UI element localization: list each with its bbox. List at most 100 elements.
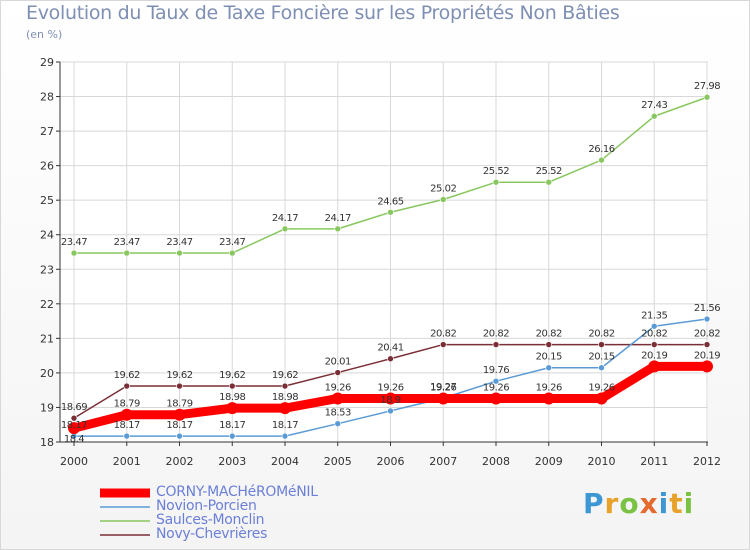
data-label-saulces-monclin: 23.47 bbox=[166, 237, 192, 248]
data-label-corny-mach-rom-nil: 18.79 bbox=[166, 399, 192, 410]
y-tick-label: 19 bbox=[40, 401, 54, 414]
data-point-novion-porcien bbox=[492, 377, 500, 385]
data-label-novy-chevri-res: 20.82 bbox=[641, 329, 667, 340]
data-label-novion-porcien: 19.27 bbox=[430, 382, 456, 393]
legend-swatch-saulces bbox=[100, 520, 150, 522]
data-point-novy-chevri-res bbox=[228, 382, 236, 390]
data-point-corny-mach-rom-nil bbox=[279, 402, 291, 415]
y-tick-label: 27 bbox=[40, 125, 54, 138]
data-label-corny-mach-rom-nil: 18.4 bbox=[64, 434, 84, 445]
x-tick-label: 2004 bbox=[271, 455, 299, 468]
y-tick-label: 20 bbox=[40, 367, 54, 380]
data-label-corny-mach-rom-nil: 20.19 bbox=[694, 350, 720, 361]
legend-label-saulces: Saulces-Monclin bbox=[156, 512, 265, 528]
data-point-corny-mach-rom-nil bbox=[226, 402, 239, 415]
y-tick-label: 29 bbox=[40, 56, 54, 69]
legend-label-novy: Novy-Chevrières bbox=[156, 526, 268, 542]
y-tick-label: 24 bbox=[40, 229, 54, 242]
data-point-novy-chevri-res bbox=[176, 382, 183, 390]
data-label-saulces-monclin: 24.17 bbox=[325, 213, 351, 224]
y-tick-label: 23 bbox=[40, 263, 54, 276]
data-label-novion-porcien: 20.15 bbox=[588, 352, 614, 363]
data-label-novy-chevri-res: 18.69 bbox=[61, 402, 87, 413]
proxiti-logo: Proxiti bbox=[583, 487, 695, 520]
data-label-novy-chevri-res: 19.62 bbox=[219, 370, 245, 381]
data-point-novy-chevri-res bbox=[281, 382, 289, 390]
data-label-corny-mach-rom-nil: 18.98 bbox=[272, 392, 298, 403]
data-point-novy-chevri-res bbox=[650, 341, 658, 348]
data-label-novy-chevri-res: 20.82 bbox=[694, 329, 720, 340]
x-tick-label: 2011 bbox=[640, 455, 668, 468]
data-label-corny-mach-rom-nil: 19.26 bbox=[588, 382, 614, 393]
data-point-saulces-monclin bbox=[123, 249, 131, 257]
data-point-novion-porcien bbox=[228, 432, 236, 440]
y-tick-label: 28 bbox=[40, 91, 54, 104]
data-point-saulces-monclin bbox=[439, 196, 447, 203]
data-point-novy-chevri-res bbox=[492, 341, 500, 348]
data-label-novy-chevri-res: 20.82 bbox=[536, 329, 562, 340]
chart-subtitle: (en %) bbox=[26, 28, 63, 41]
data-point-novy-chevri-res bbox=[334, 369, 342, 376]
data-point-corny-mach-rom-nil bbox=[490, 392, 502, 405]
legend-swatch-novy bbox=[100, 534, 150, 536]
data-point-corny-mach-rom-nil bbox=[173, 408, 186, 421]
y-tick-label: 26 bbox=[40, 160, 54, 173]
data-point-novy-chevri-res bbox=[703, 341, 711, 348]
data-point-novion-porcien bbox=[387, 407, 394, 415]
data-point-novy-chevri-res bbox=[598, 341, 605, 348]
data-label-corny-mach-rom-nil: 20.19 bbox=[641, 350, 667, 361]
data-point-saulces-monclin bbox=[650, 112, 658, 120]
data-label-saulces-monclin: 26.16 bbox=[588, 144, 614, 155]
data-point-saulces-monclin bbox=[334, 225, 342, 233]
data-point-novion-porcien bbox=[176, 432, 183, 440]
data-point-corny-mach-rom-nil bbox=[542, 392, 555, 405]
chart-title: Evolution du Taux de Taxe Foncière sur l… bbox=[26, 2, 620, 24]
data-point-novion-porcien bbox=[545, 364, 553, 372]
data-label-corny-mach-rom-nil: 19.26 bbox=[377, 382, 403, 393]
data-point-corny-mach-rom-nil bbox=[120, 408, 133, 421]
x-tick-label: 2003 bbox=[218, 455, 246, 468]
y-tick-label: 21 bbox=[40, 332, 54, 345]
data-label-corny-mach-rom-nil: 19.26 bbox=[430, 382, 456, 393]
data-label-novy-chevri-res: 20.01 bbox=[325, 357, 351, 368]
legend-label-novion: Novion-Porcien bbox=[156, 498, 257, 514]
data-point-novy-chevri-res bbox=[387, 355, 394, 363]
data-label-saulces-monclin: 25.02 bbox=[430, 183, 456, 194]
data-label-saulces-monclin: 24.17 bbox=[272, 213, 298, 224]
data-point-novion-porcien bbox=[650, 322, 658, 330]
data-point-saulces-monclin bbox=[598, 156, 605, 164]
data-label-novy-chevri-res: 19.62 bbox=[114, 370, 140, 381]
data-label-novion-porcien: 18.17 bbox=[272, 420, 298, 431]
data-label-novy-chevri-res: 20.41 bbox=[377, 343, 403, 354]
data-point-novy-chevri-res bbox=[545, 341, 553, 348]
data-point-novion-porcien bbox=[123, 432, 131, 440]
data-label-saulces-monclin: 25.52 bbox=[483, 166, 509, 177]
data-label-novion-porcien: 18.17 bbox=[61, 420, 87, 431]
data-point-saulces-monclin bbox=[387, 208, 394, 216]
data-point-saulces-monclin bbox=[703, 93, 711, 101]
y-tick-label: 25 bbox=[40, 194, 54, 207]
data-label-saulces-monclin: 27.43 bbox=[641, 100, 667, 111]
x-tick-label: 2006 bbox=[377, 455, 405, 468]
legend-label-corny: CORNY-MACHéROMéNIL bbox=[156, 484, 318, 500]
data-label-corny-mach-rom-nil: 19.26 bbox=[483, 382, 509, 393]
data-point-corny-mach-rom-nil bbox=[648, 360, 661, 373]
legend-swatch-corny bbox=[100, 488, 150, 498]
data-label-saulces-monclin: 23.47 bbox=[114, 237, 140, 248]
data-label-saulces-monclin: 23.47 bbox=[61, 237, 87, 248]
data-point-novion-porcien bbox=[703, 315, 711, 323]
data-label-corny-mach-rom-nil: 18.79 bbox=[114, 399, 140, 410]
x-tick-label: 2008 bbox=[482, 455, 510, 468]
data-point-corny-mach-rom-nil bbox=[331, 392, 344, 405]
x-tick-label: 2010 bbox=[588, 455, 616, 468]
data-label-novion-porcien: 18.17 bbox=[114, 420, 140, 431]
y-tick-label: 18 bbox=[40, 436, 54, 449]
data-label-novy-chevri-res: 20.82 bbox=[483, 329, 509, 340]
data-label-novion-porcien: 21.35 bbox=[641, 310, 667, 321]
data-label-novion-porcien: 18.9 bbox=[380, 395, 400, 406]
x-tick-label: 2001 bbox=[113, 455, 141, 468]
data-point-novy-chevri-res bbox=[70, 414, 78, 422]
data-point-saulces-monclin bbox=[70, 249, 78, 257]
legend-swatch-novion bbox=[100, 506, 150, 508]
